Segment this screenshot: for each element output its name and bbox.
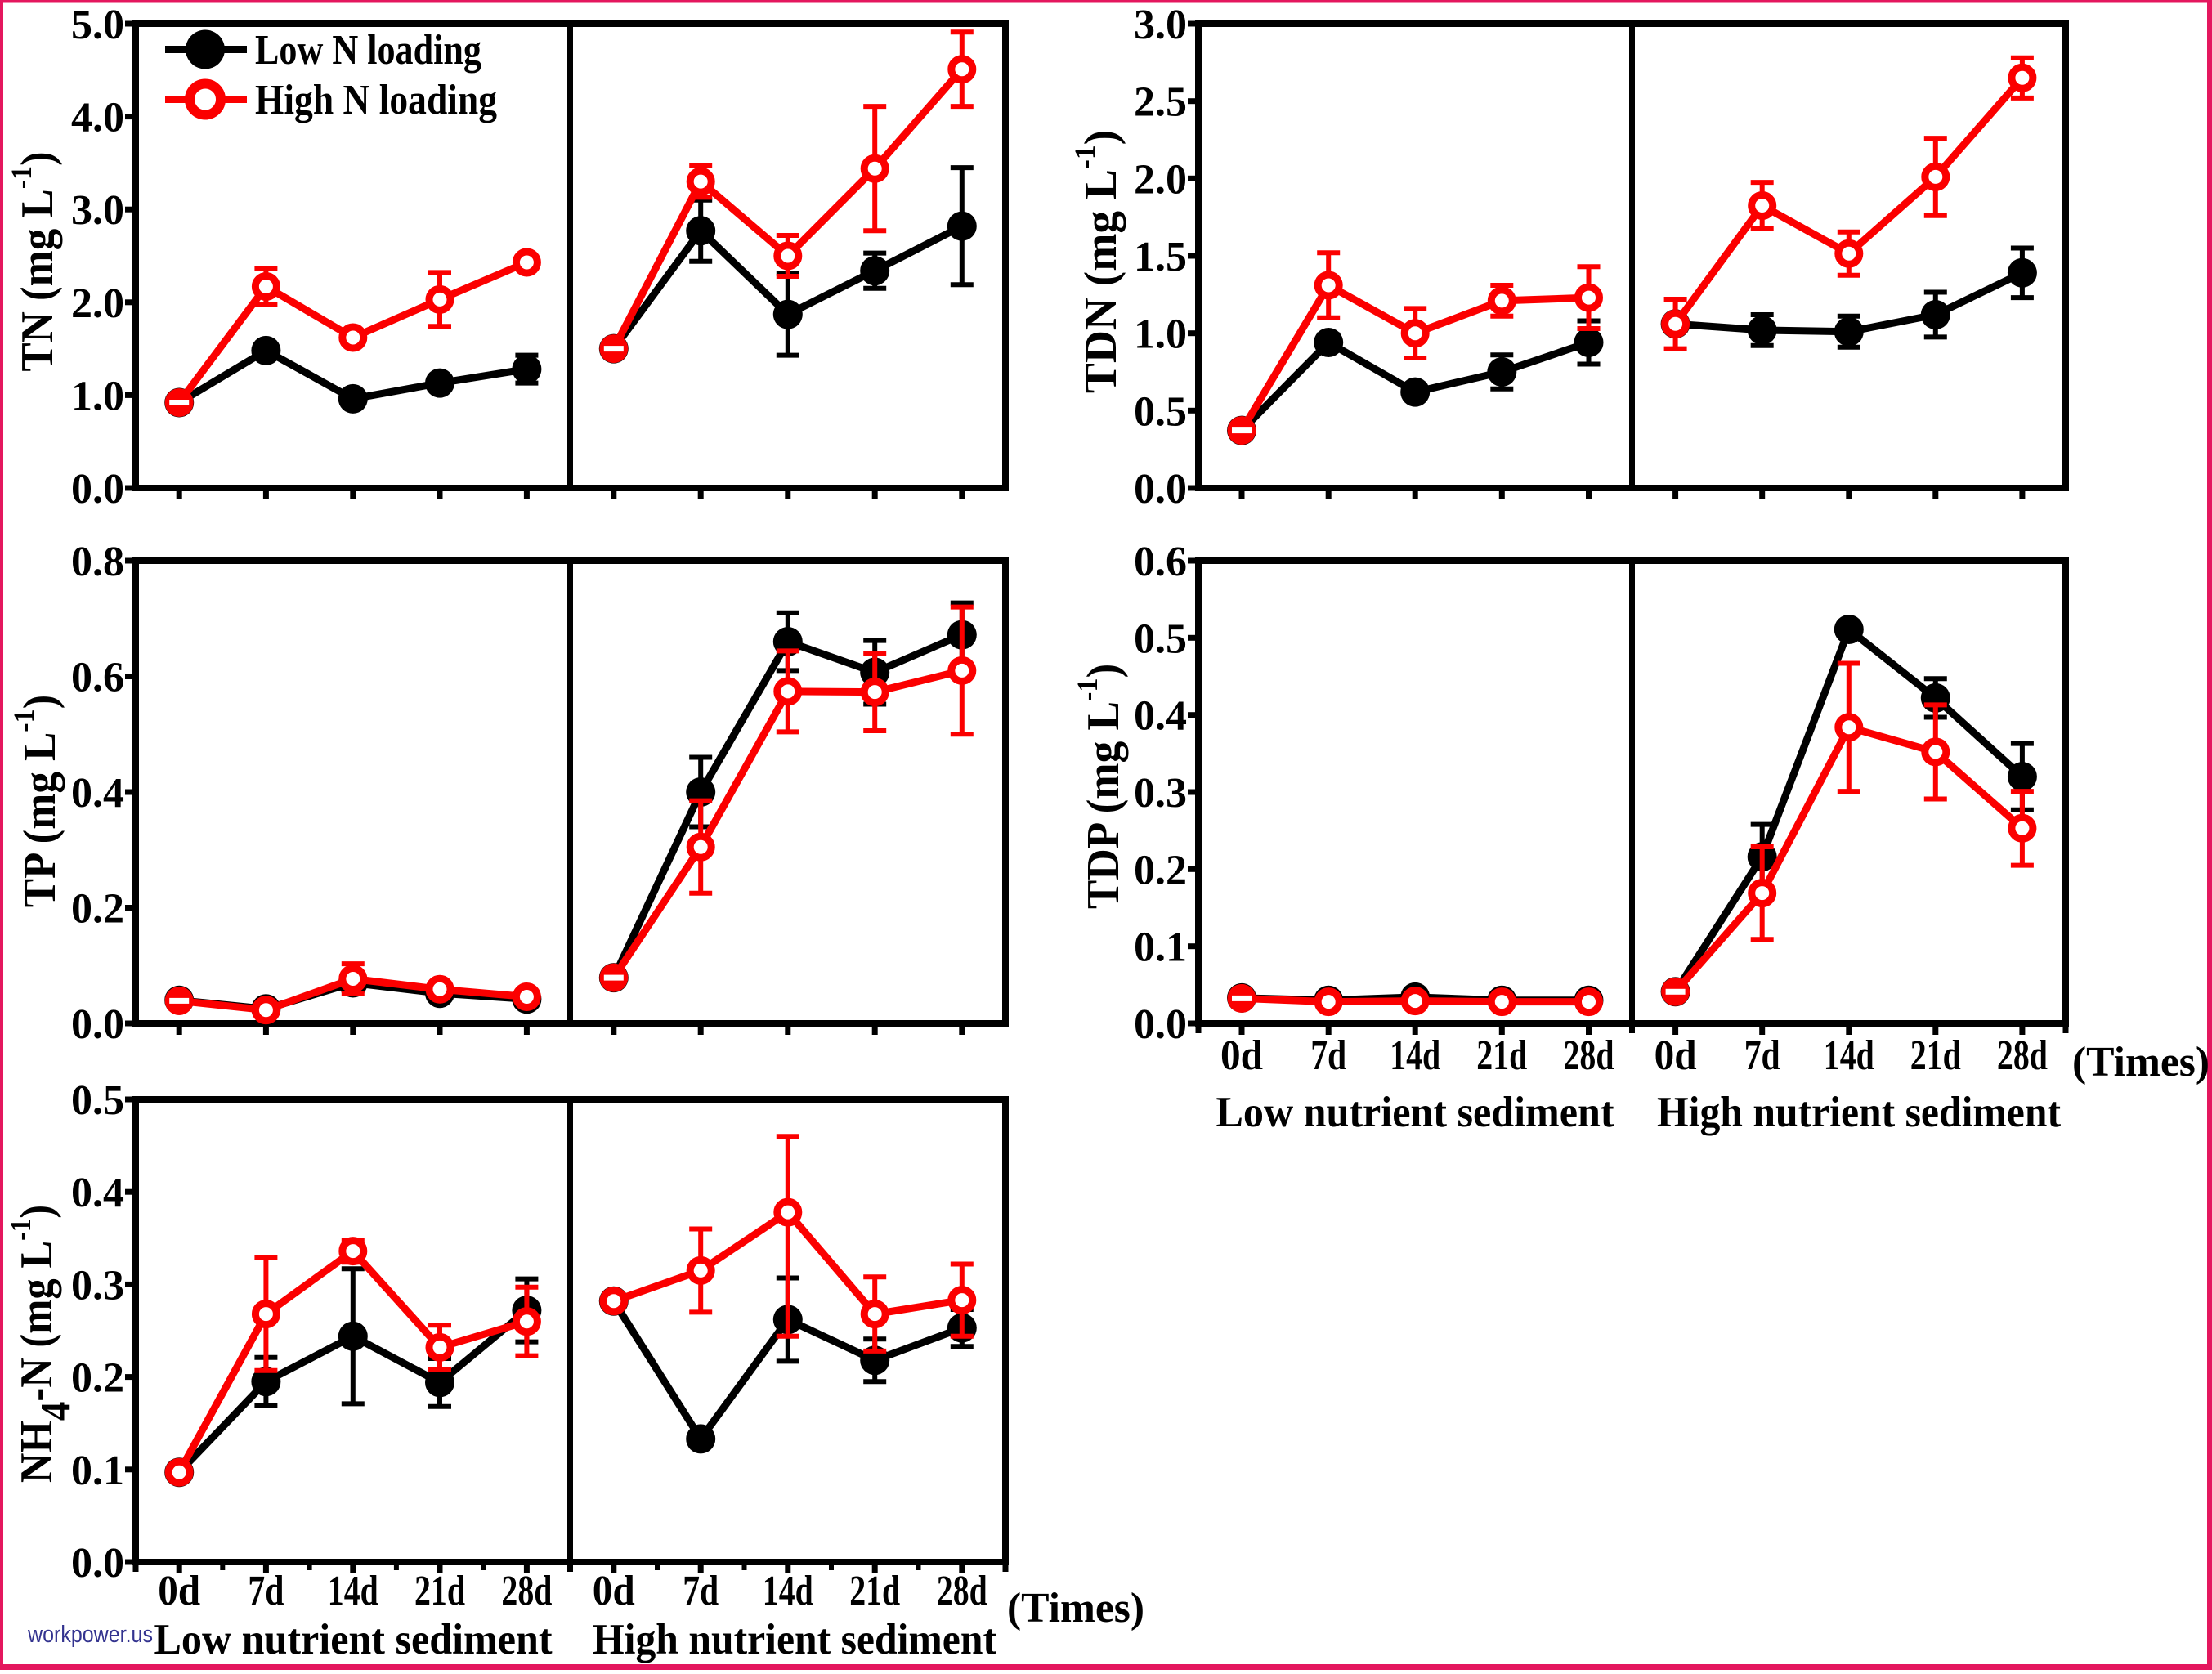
- svg-text:1.0: 1.0: [71, 373, 124, 419]
- svg-text:3.0: 3.0: [71, 187, 124, 234]
- svg-text:0.5: 0.5: [71, 1077, 124, 1124]
- svg-text:28d: 28d: [1997, 1032, 2048, 1079]
- svg-text:0.1: 0.1: [1134, 924, 1187, 971]
- svg-text:(Times): (Times): [1007, 1585, 1144, 1631]
- svg-text:Low nutrient sediment: Low nutrient sediment: [1216, 1089, 1614, 1136]
- svg-text:28d: 28d: [1564, 1032, 1614, 1079]
- svg-text:0d: 0d: [593, 1568, 635, 1614]
- svg-text:0.4: 0.4: [1134, 693, 1187, 740]
- svg-text:7d: 7d: [248, 1568, 284, 1614]
- svg-text:7d: 7d: [1744, 1032, 1780, 1079]
- svg-text:14d: 14d: [1824, 1032, 1874, 1079]
- svg-text:2.0: 2.0: [1134, 156, 1187, 203]
- svg-text:TDN (mg L-1): TDN (mg L-1): [1068, 130, 1126, 393]
- svg-text:0.0: 0.0: [1134, 1001, 1187, 1048]
- svg-text:28d: 28d: [937, 1568, 987, 1614]
- svg-text:0.0: 0.0: [71, 466, 124, 512]
- svg-text:0.3: 0.3: [1134, 770, 1187, 817]
- svg-text:0.0: 0.0: [1134, 466, 1187, 512]
- svg-text:0.4: 0.4: [71, 770, 124, 817]
- svg-text:14d: 14d: [1390, 1032, 1440, 1079]
- svg-text:0.6: 0.6: [71, 655, 124, 701]
- svg-text:High nutrient sediment: High nutrient sediment: [593, 1616, 996, 1663]
- svg-text:4.0: 4.0: [71, 95, 124, 141]
- svg-text:NH4-N (mg L-1): NH4-N (mg L-1): [5, 1205, 79, 1483]
- svg-text:Low nutrient sediment: Low nutrient sediment: [154, 1616, 553, 1663]
- svg-text:TP (mg L-1): TP (mg L-1): [7, 695, 65, 908]
- svg-text:0.2: 0.2: [71, 886, 124, 933]
- svg-text:High N loading: High N loading: [255, 77, 497, 123]
- svg-text:0d: 0d: [158, 1568, 200, 1614]
- svg-text:2.5: 2.5: [1134, 79, 1187, 126]
- svg-text:0.2: 0.2: [71, 1355, 124, 1402]
- svg-text:(Times): (Times): [2072, 1039, 2210, 1085]
- svg-text:21d: 21d: [1910, 1032, 1961, 1079]
- svg-text:TN (mg L-1): TN (mg L-1): [5, 151, 62, 371]
- svg-text:0d: 0d: [1655, 1032, 1697, 1079]
- svg-text:0.4: 0.4: [71, 1170, 124, 1216]
- svg-text:5.0: 5.0: [71, 2, 124, 48]
- svg-text:21d: 21d: [849, 1568, 900, 1614]
- svg-text:14d: 14d: [328, 1568, 378, 1614]
- svg-text:TDP (mg L-1): TDP (mg L-1): [1071, 664, 1128, 909]
- svg-text:3.0: 3.0: [1134, 2, 1187, 48]
- svg-text:0.5: 0.5: [1134, 615, 1187, 662]
- svg-text:Low N loading: Low N loading: [255, 27, 481, 74]
- svg-text:0.1: 0.1: [71, 1448, 124, 1494]
- svg-text:7d: 7d: [1310, 1032, 1346, 1079]
- svg-text:1.5: 1.5: [1134, 234, 1187, 280]
- svg-text:0d: 0d: [1220, 1032, 1263, 1079]
- svg-text:21d: 21d: [414, 1568, 465, 1614]
- svg-text:0.0: 0.0: [71, 1001, 124, 1048]
- svg-text:0.6: 0.6: [1134, 539, 1187, 585]
- svg-text:0.8: 0.8: [71, 539, 124, 585]
- svg-text:14d: 14d: [763, 1568, 813, 1614]
- svg-text:0.5: 0.5: [1134, 388, 1187, 435]
- svg-text:28d: 28d: [501, 1568, 552, 1614]
- svg-text:21d: 21d: [1476, 1032, 1527, 1079]
- svg-text:workpower.us: workpower.us: [27, 1622, 153, 1648]
- svg-text:7d: 7d: [683, 1568, 719, 1614]
- svg-text:2.0: 2.0: [71, 280, 124, 327]
- svg-text:1.0: 1.0: [1134, 311, 1187, 358]
- svg-text:0.0: 0.0: [71, 1540, 124, 1587]
- svg-text:High nutrient sediment: High nutrient sediment: [1657, 1089, 2061, 1136]
- svg-text:0.2: 0.2: [1134, 847, 1187, 893]
- svg-text:0.3: 0.3: [71, 1262, 124, 1309]
